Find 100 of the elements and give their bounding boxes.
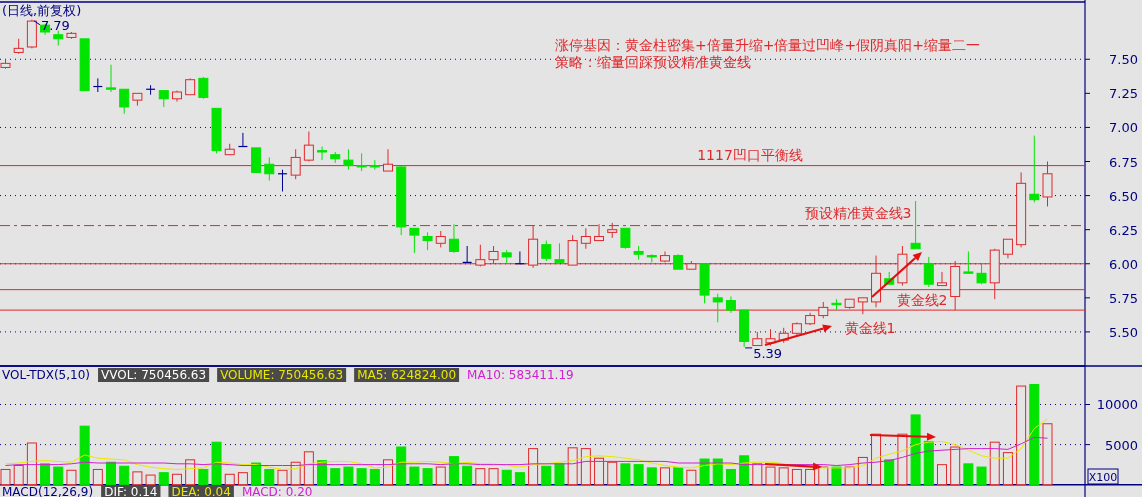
ref-line-label: 黄金线1	[844, 320, 896, 337]
bar	[119, 465, 130, 486]
bar	[145, 474, 156, 486]
bar	[277, 469, 288, 486]
y-tick-label: 7.00	[1109, 120, 1138, 136]
line-series	[5, 418, 1048, 470]
bar	[514, 472, 525, 486]
bar	[950, 446, 961, 486]
y-tick-label: 6.75	[1109, 154, 1138, 170]
bar	[237, 472, 248, 486]
chart-title: (日线,前复权)	[2, 3, 82, 18]
bar	[158, 472, 169, 486]
bar	[13, 464, 24, 486]
bar	[396, 446, 407, 486]
bar	[369, 468, 380, 486]
text: MACD(12,26,9)	[2, 485, 94, 497]
bar	[541, 465, 552, 486]
bar	[330, 468, 341, 486]
bar	[0, 468, 11, 486]
ref-line-label: 1117凹口平衡线	[697, 146, 803, 163]
y-tick-label: 10000	[1096, 397, 1138, 413]
annotation: 7.79	[40, 17, 70, 33]
bar	[963, 463, 974, 486]
bar	[264, 468, 275, 486]
bar	[211, 441, 222, 486]
bar	[475, 468, 486, 486]
bar	[422, 468, 433, 486]
text: MA5: 624824.00	[357, 368, 457, 382]
bar	[528, 448, 539, 486]
bar	[686, 469, 697, 486]
bar	[778, 467, 789, 486]
bar	[752, 463, 763, 486]
bar	[897, 433, 908, 486]
y-tick-label: 6.25	[1109, 222, 1138, 238]
text: MA10: 583411.19	[467, 368, 574, 382]
y-tick-label: 5.50	[1109, 324, 1138, 340]
bar	[989, 441, 1000, 486]
bar	[1029, 383, 1040, 486]
bar	[26, 442, 37, 486]
bar	[53, 466, 64, 486]
bar	[673, 467, 684, 486]
bar	[580, 448, 591, 486]
chart-title: VOL-TDX(5,10)	[2, 368, 91, 382]
bar	[646, 467, 657, 486]
y-tick-label: 5000	[1104, 437, 1138, 453]
y-axis-title: X100	[1088, 471, 1118, 484]
bar	[251, 462, 262, 486]
bar	[66, 469, 77, 486]
annotation: VVOL: 750456.63	[101, 368, 207, 382]
bar	[976, 466, 987, 486]
ref-line-label: 黄金线2	[896, 291, 948, 308]
bar	[106, 461, 117, 486]
bar	[844, 466, 855, 486]
annotation: VOLUME: 750456.63	[220, 368, 344, 382]
bar	[659, 467, 670, 486]
bar	[607, 461, 618, 486]
bar	[409, 466, 420, 486]
bar	[198, 468, 209, 486]
bar	[910, 414, 921, 486]
annotation: 5.39	[753, 345, 783, 361]
text: DIF: 0.14	[104, 485, 158, 497]
bar	[567, 447, 578, 486]
y-tick-label: 7.50	[1109, 52, 1138, 68]
bar	[79, 425, 90, 486]
bar	[739, 455, 750, 486]
bar	[725, 468, 736, 486]
bar	[501, 469, 512, 486]
bar	[356, 468, 367, 486]
y-tick-label: 6.50	[1109, 188, 1138, 204]
bar	[884, 459, 895, 486]
bar	[936, 464, 947, 486]
bar	[1042, 423, 1053, 486]
bar	[224, 473, 235, 486]
y-tick-label: 7.25	[1109, 86, 1138, 102]
text: MACD: 0.20	[241, 485, 313, 497]
bar	[435, 466, 446, 486]
y-tick-label: 6.00	[1109, 256, 1138, 272]
text: DEA: 0.04	[171, 485, 231, 497]
bar	[554, 463, 565, 486]
bar	[171, 473, 182, 486]
bar	[871, 433, 882, 486]
bar	[462, 465, 473, 486]
bar	[488, 468, 499, 486]
bar	[620, 463, 631, 486]
bar	[805, 468, 816, 486]
annotation: 策略：缩量回踩预设精准黄金线	[555, 54, 751, 70]
bar	[40, 463, 51, 486]
ref-line-label: 预设精准黄金线3	[804, 204, 912, 221]
bar	[633, 464, 644, 486]
bar	[594, 457, 605, 486]
bar	[343, 466, 354, 486]
bar	[1016, 385, 1027, 486]
bar	[448, 456, 459, 486]
bar	[791, 468, 802, 486]
y-tick-label: 5.75	[1109, 290, 1138, 306]
bar	[303, 451, 314, 486]
bar	[765, 466, 776, 486]
bar	[1002, 452, 1013, 486]
annotation: 涨停基因：黄金柱密集+倍量升缩+倍量过凹峰+假阴真阳+缩量二一	[555, 37, 980, 53]
bar	[132, 471, 143, 486]
